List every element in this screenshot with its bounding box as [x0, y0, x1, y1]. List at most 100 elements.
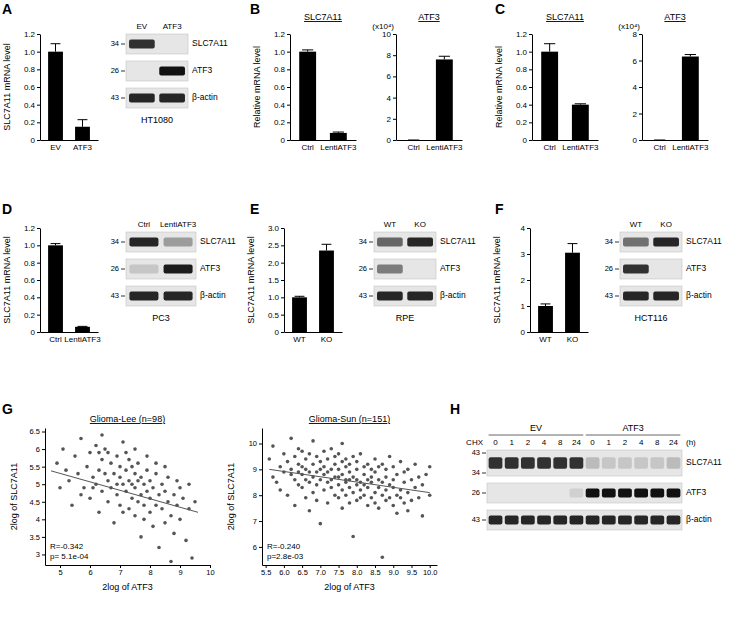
band [634, 489, 648, 498]
y-axis: 0246810 [382, 30, 396, 145]
point [326, 501, 330, 505]
tick: 0.6 [274, 83, 290, 92]
axis-line [285, 332, 343, 333]
tick: Ctrl [301, 143, 314, 152]
tick: 1.2 [516, 30, 532, 39]
tick-mark [529, 52, 532, 53]
point [154, 503, 158, 507]
tick-label: 0.8 [516, 65, 528, 74]
axis-line [46, 565, 211, 566]
band [653, 265, 679, 274]
tick-mark [37, 228, 40, 229]
bar [405, 140, 422, 141]
point [329, 486, 333, 490]
tick-mark [527, 228, 530, 229]
band [377, 265, 403, 274]
tick-label: 10 [382, 30, 391, 39]
y-label: SLC7A11 mRNA level [2, 43, 12, 130]
point [145, 468, 149, 472]
tick-label: 10 [249, 439, 257, 448]
tick: 0 [31, 328, 40, 337]
plot-area [48, 244, 90, 332]
axis-line [40, 35, 41, 141]
tick: 7 [118, 565, 122, 577]
tick-mark [529, 34, 532, 35]
lane-label: 24 [572, 438, 581, 447]
band [537, 489, 551, 498]
blot-strip [126, 286, 196, 306]
tick-mark [37, 122, 40, 123]
bar-panel: 0246810CtrlLentiATF3ATF3(x10⁴) [372, 12, 463, 152]
tick: WT [293, 335, 306, 344]
blot-strip [126, 34, 188, 54]
point [300, 486, 304, 490]
fit-line [269, 469, 429, 492]
point [337, 452, 341, 456]
blot-strip [487, 483, 682, 503]
tick: 0.8 [516, 65, 532, 74]
error-bar [575, 103, 586, 105]
point [362, 493, 366, 497]
point [322, 449, 326, 453]
point [388, 455, 392, 459]
tick-label: 7.0 [316, 568, 326, 577]
point [55, 461, 59, 465]
band [164, 292, 193, 301]
point [172, 532, 176, 536]
annotation: p= 5.1e-04 [50, 552, 89, 561]
blot-strip [487, 510, 682, 530]
annotation: (x10⁴) [618, 22, 640, 31]
tick-label: Ctrl [407, 143, 420, 152]
lane-label: 24 [669, 438, 678, 447]
tick-mark [281, 245, 284, 246]
tick-label: 6 [253, 543, 257, 552]
band [634, 457, 648, 468]
blot-title: PC3 [152, 313, 170, 323]
x-axis: 5678910 [46, 565, 215, 577]
tick-mark [529, 122, 532, 123]
point [297, 462, 301, 466]
tick-label: 1.5 [268, 276, 280, 285]
band [129, 94, 155, 103]
point [395, 473, 399, 477]
point [127, 507, 131, 511]
tick-label: 7 [253, 517, 257, 526]
tick: 0.4 [24, 293, 40, 302]
tick-label: 0.6 [274, 83, 286, 92]
blot-title: RPE [396, 313, 415, 323]
point [79, 437, 83, 441]
tick-label: 8 [253, 491, 257, 500]
point [344, 465, 348, 469]
point [410, 478, 414, 482]
blot-panel: CtrlLentiATF3SLC7A1134ATF326β-actin43PC3 [111, 220, 236, 323]
error-bar [322, 244, 332, 250]
point [308, 452, 312, 456]
tick-label: 0.6 [24, 276, 36, 285]
tick: 0 [523, 136, 532, 145]
tick-label: 0 [633, 136, 638, 145]
tick-label: 0 [31, 136, 36, 145]
blot-panel: WTKOSLC7A1134ATF326β-actin43RPE [359, 220, 476, 323]
bar [565, 253, 580, 332]
point [391, 465, 395, 469]
point [366, 486, 370, 490]
size-marker: 34 [605, 237, 613, 246]
tick-label: Ctrl [653, 143, 666, 152]
y-label: 2log of SLC7A11 [9, 463, 19, 530]
band [570, 457, 584, 468]
point [88, 496, 92, 500]
point [61, 447, 65, 451]
tick: 7.5 [334, 565, 344, 577]
tick: 1.0 [24, 241, 40, 250]
tick: 0 [633, 136, 642, 145]
annotation: R=-0.240 [267, 542, 301, 551]
tick: 0.5 [268, 311, 284, 320]
tick: 9.0 [389, 565, 399, 577]
tick-label: 9.5 [407, 568, 417, 577]
plot-area [541, 44, 589, 140]
plot-area [654, 55, 699, 140]
tick: 3.5 [30, 533, 45, 542]
point [289, 473, 293, 477]
tick-mark [259, 547, 262, 548]
tick: 6 [253, 543, 262, 552]
